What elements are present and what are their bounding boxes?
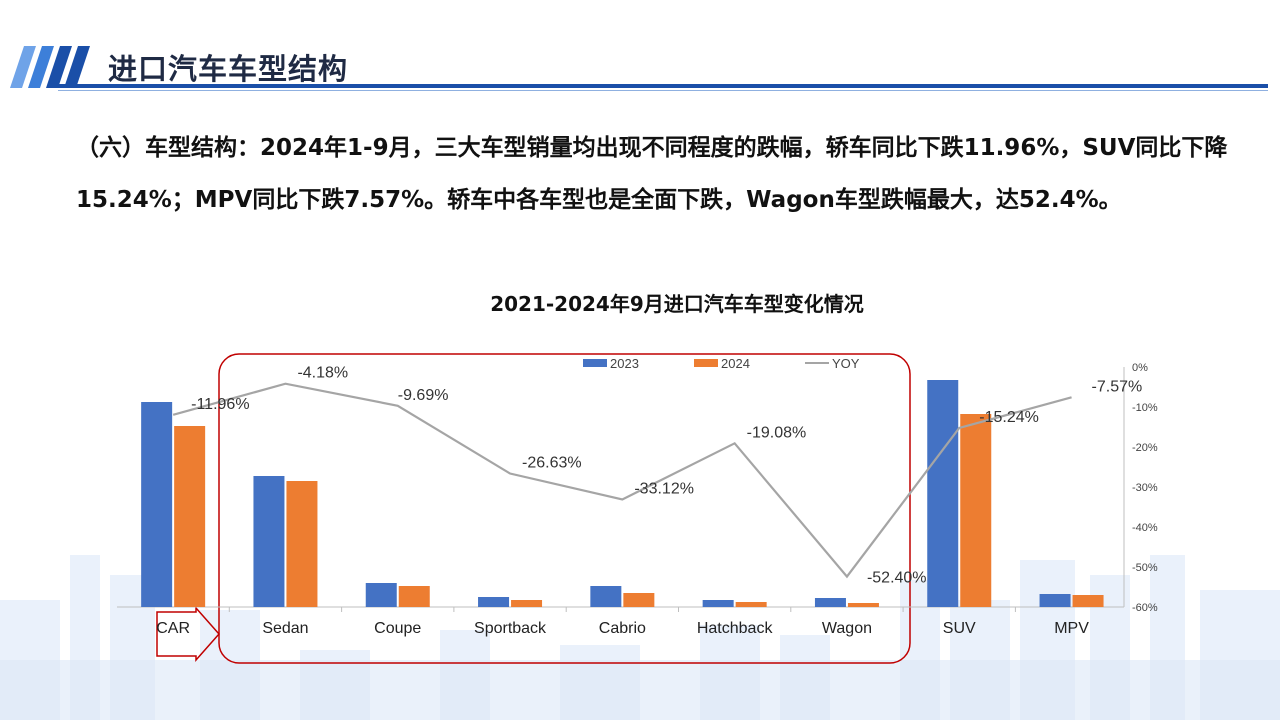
legend-label-2024: 2024 (721, 356, 750, 371)
x-tick-label-sportback: Sportback (474, 620, 547, 637)
data-label-yoy: -7.57% (1092, 378, 1143, 395)
title-underline (58, 84, 1268, 88)
x-tick-label-hatchback: Hatchback (697, 620, 774, 637)
bar-2024-coupe (398, 586, 430, 607)
data-label-yoy: -11.96% (191, 396, 249, 413)
summary-paragraph: （六）车型结构：2024年1-9月，三大车型销量均出现不同程度的跌幅，轿车同比下… (76, 135, 1228, 213)
bar-2024-sedan (286, 481, 318, 607)
x-tick-label-mpv: MPV (1054, 620, 1089, 637)
data-label-yoy: -9.69% (398, 387, 449, 404)
bar-2023-hatchback (702, 600, 734, 607)
x-tick-label-coupe: Coupe (374, 620, 421, 637)
bar-2023-sedan (253, 476, 285, 607)
title-underline-thin (58, 90, 1268, 91)
x-tick-label-car: CAR (156, 620, 190, 637)
bar-2023-sportback (478, 597, 510, 607)
bar-2024-mpv (1072, 595, 1104, 607)
x-tick-label-cabrio: Cabrio (599, 620, 646, 637)
bar-2024-car (174, 426, 206, 607)
bar-2023-wagon (814, 598, 846, 607)
y2-tick-label: -50% (1132, 562, 1158, 574)
bar-2023-car (141, 402, 173, 607)
bar-2024-wagon (847, 603, 879, 607)
x-tick-label-suv: SUV (943, 620, 976, 637)
y2-tick-label: -20% (1132, 442, 1158, 454)
legend-label-yoy: YOY (832, 356, 860, 371)
data-label-yoy: -4.18% (297, 365, 348, 382)
bar-2023-cabrio (590, 586, 622, 607)
arrow-pointer-icon (156, 606, 221, 662)
bar-2024-sportback (511, 600, 543, 607)
legend-swatch-2023 (583, 359, 607, 367)
y2-tick-label: -10% (1132, 402, 1158, 414)
bar-2023-coupe (365, 583, 397, 607)
bar-2023-suv (927, 380, 959, 607)
y2-tick-label: -60% (1132, 602, 1158, 614)
slash-stripes-icon (10, 46, 90, 88)
page-header: 进口汽车车型结构 (0, 40, 1280, 96)
x-tick-label-wagon: Wagon (822, 620, 872, 637)
legend-label-2023: 2023 (610, 356, 639, 371)
y2-tick-label: -30% (1132, 482, 1158, 494)
data-label-yoy: -26.63% (522, 455, 582, 472)
y2-tick-label: 0% (1132, 362, 1148, 374)
bar-2024-cabrio (623, 593, 655, 607)
x-tick-label-sedan: Sedan (262, 620, 308, 637)
bar-2024-hatchback (735, 602, 767, 607)
highlight-box (218, 353, 911, 664)
bar-2024-suv (960, 414, 992, 607)
y2-tick-label: -40% (1132, 522, 1158, 534)
data-label-yoy: -33.12% (634, 480, 694, 497)
data-label-yoy: -15.24% (979, 409, 1039, 426)
legend-swatch-2024 (694, 359, 718, 367)
data-label-yoy: -19.08% (747, 424, 807, 441)
bar-2023-mpv (1039, 594, 1071, 607)
page-title: 进口汽车车型结构 (108, 52, 349, 86)
data-label-yoy: -52.40% (867, 570, 927, 587)
chart-title: 2021-2024年9月进口汽车车型变化情况 (490, 292, 864, 316)
